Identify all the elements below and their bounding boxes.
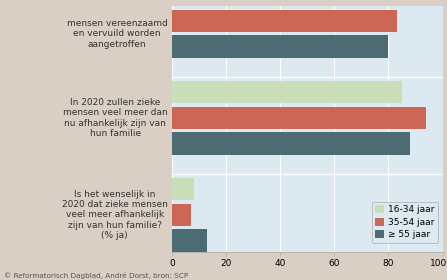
Bar — [172, 81, 402, 103]
Bar — [172, 204, 191, 226]
Legend: 16-34 jaar, 35-54 jaar, ≥ 55 jaar: 16-34 jaar, 35-54 jaar, ≥ 55 jaar — [372, 202, 438, 242]
Bar — [172, 229, 207, 252]
Bar — [172, 36, 388, 58]
Bar — [172, 10, 396, 32]
Text: mensen vereenzaamd
en vervuild worden
aangetroffen: mensen vereenzaamd en vervuild worden aa… — [67, 19, 168, 49]
Bar — [172, 178, 194, 200]
Text: In 2020 zullen zieke
mensen veel meer dan
nu afhankelijk zijn van
hun familie: In 2020 zullen zieke mensen veel meer da… — [63, 98, 168, 138]
Text: Is het wenselijk in
2020 dat zieke mensen
veel meer afhankelijk
zijn van hun fam: Is het wenselijk in 2020 dat zieke mense… — [62, 190, 168, 240]
Text: © Reformatorisch Dagblad, André Dorst, bron: SCP: © Reformatorisch Dagblad, André Dorst, b… — [4, 272, 189, 279]
Bar — [172, 107, 426, 129]
Bar — [172, 132, 410, 155]
